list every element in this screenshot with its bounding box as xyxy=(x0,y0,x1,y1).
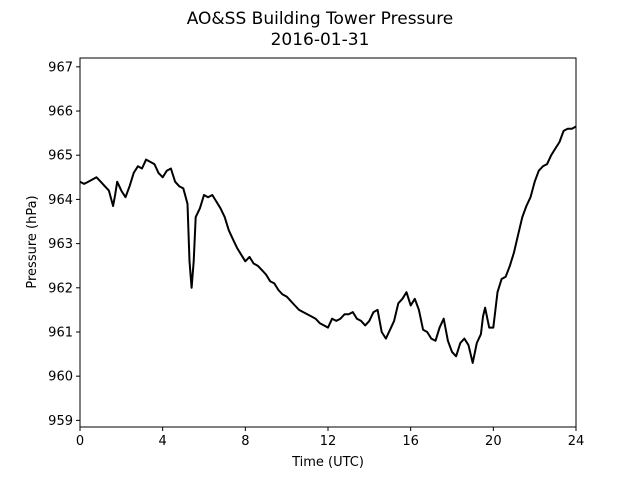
x-tick-label: 20 xyxy=(485,434,502,449)
y-tick-label: 962 xyxy=(48,281,73,296)
y-tick-label: 960 xyxy=(48,370,73,385)
x-tick-label: 4 xyxy=(159,434,167,449)
chart-title: AO&SS Building Tower Pressure xyxy=(187,9,454,29)
x-tick-label: 8 xyxy=(241,434,249,449)
x-tick-label: 12 xyxy=(320,434,337,449)
chart-subtitle: 2016-01-31 xyxy=(271,30,370,50)
x-axis: 0 4 8 12 16 20 24 xyxy=(76,427,584,449)
y-tick-label: 963 xyxy=(48,237,73,252)
y-tick-label: 966 xyxy=(48,105,73,120)
x-tick-label: 24 xyxy=(568,434,585,449)
y-axis-label: Pressure (hPa) xyxy=(25,195,40,288)
y-axis: 959 960 961 962 963 964 965 966 967 xyxy=(48,60,80,429)
x-tick-label: 0 xyxy=(76,434,84,449)
x-axis-label: Time (UTC) xyxy=(291,455,364,470)
plot-frame xyxy=(79,57,577,428)
pressure-series-line xyxy=(79,125,577,364)
y-tick-label: 959 xyxy=(48,414,73,429)
x-tick-label: 16 xyxy=(402,434,419,449)
plot-area xyxy=(79,57,577,428)
y-tick-label: 965 xyxy=(48,149,73,164)
y-tick-label: 967 xyxy=(48,60,73,75)
y-tick-label: 964 xyxy=(48,193,73,208)
y-tick-label: 961 xyxy=(48,325,73,340)
